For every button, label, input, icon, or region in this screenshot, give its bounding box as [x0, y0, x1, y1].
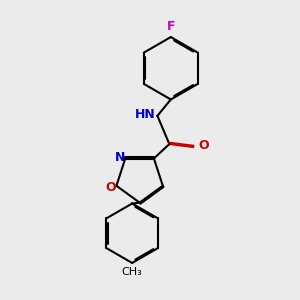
Text: N: N: [115, 151, 125, 164]
Text: O: O: [198, 139, 209, 152]
Text: F: F: [167, 20, 175, 34]
Text: CH₃: CH₃: [122, 267, 142, 278]
Text: O: O: [106, 181, 116, 194]
Text: HN: HN: [135, 108, 156, 121]
